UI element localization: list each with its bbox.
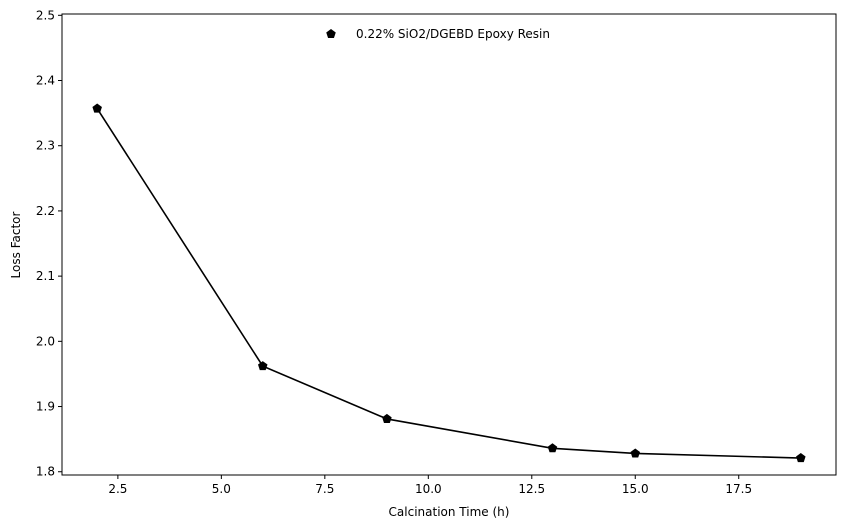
data-point xyxy=(382,413,392,423)
y-tick-label: 1.8 xyxy=(36,465,55,479)
x-tick-label: 17.5 xyxy=(725,482,752,496)
y-tick-label: 2.1 xyxy=(36,269,55,283)
y-tick-label: 2.2 xyxy=(36,204,55,218)
x-tick-label: 2.5 xyxy=(108,482,127,496)
legend: 0.22% SiO2/DGEBD Epoxy Resin xyxy=(326,27,550,41)
series-line xyxy=(96,108,801,459)
data-point xyxy=(92,103,102,113)
y-tick-label: 1.9 xyxy=(36,400,55,414)
legend-marker xyxy=(326,29,336,39)
plot-area xyxy=(61,13,837,476)
data-point xyxy=(630,448,641,458)
y-tick-label: 2.5 xyxy=(36,8,55,22)
x-axis-label: Calcination Time (h) xyxy=(389,505,510,519)
y-tick-label: 2.3 xyxy=(36,139,55,153)
x-tick-label: 15.0 xyxy=(622,482,649,496)
y-axis: 1.8 1.9 2.0 2.1 2.2 2.3 2.4 2.5 xyxy=(36,8,62,479)
x-tick-label: 10.0 xyxy=(415,482,442,496)
series-layer xyxy=(92,103,806,463)
y-tick-label: 2.4 xyxy=(36,74,55,88)
data-point xyxy=(257,361,268,371)
x-axis: 2.5 5.0 7.5 10.0 12.5 15.0 17.5 xyxy=(108,475,752,496)
x-tick-label: 12.5 xyxy=(518,482,545,496)
data-point xyxy=(547,443,558,453)
x-tick-label: 5.0 xyxy=(212,482,231,496)
data-point xyxy=(796,453,806,463)
x-tick-label: 7.5 xyxy=(315,482,334,496)
legend-label: 0.22% SiO2/DGEBD Epoxy Resin xyxy=(356,27,550,41)
y-tick-label: 2.0 xyxy=(36,334,55,348)
y-axis-label: Loss Factor xyxy=(9,212,23,279)
